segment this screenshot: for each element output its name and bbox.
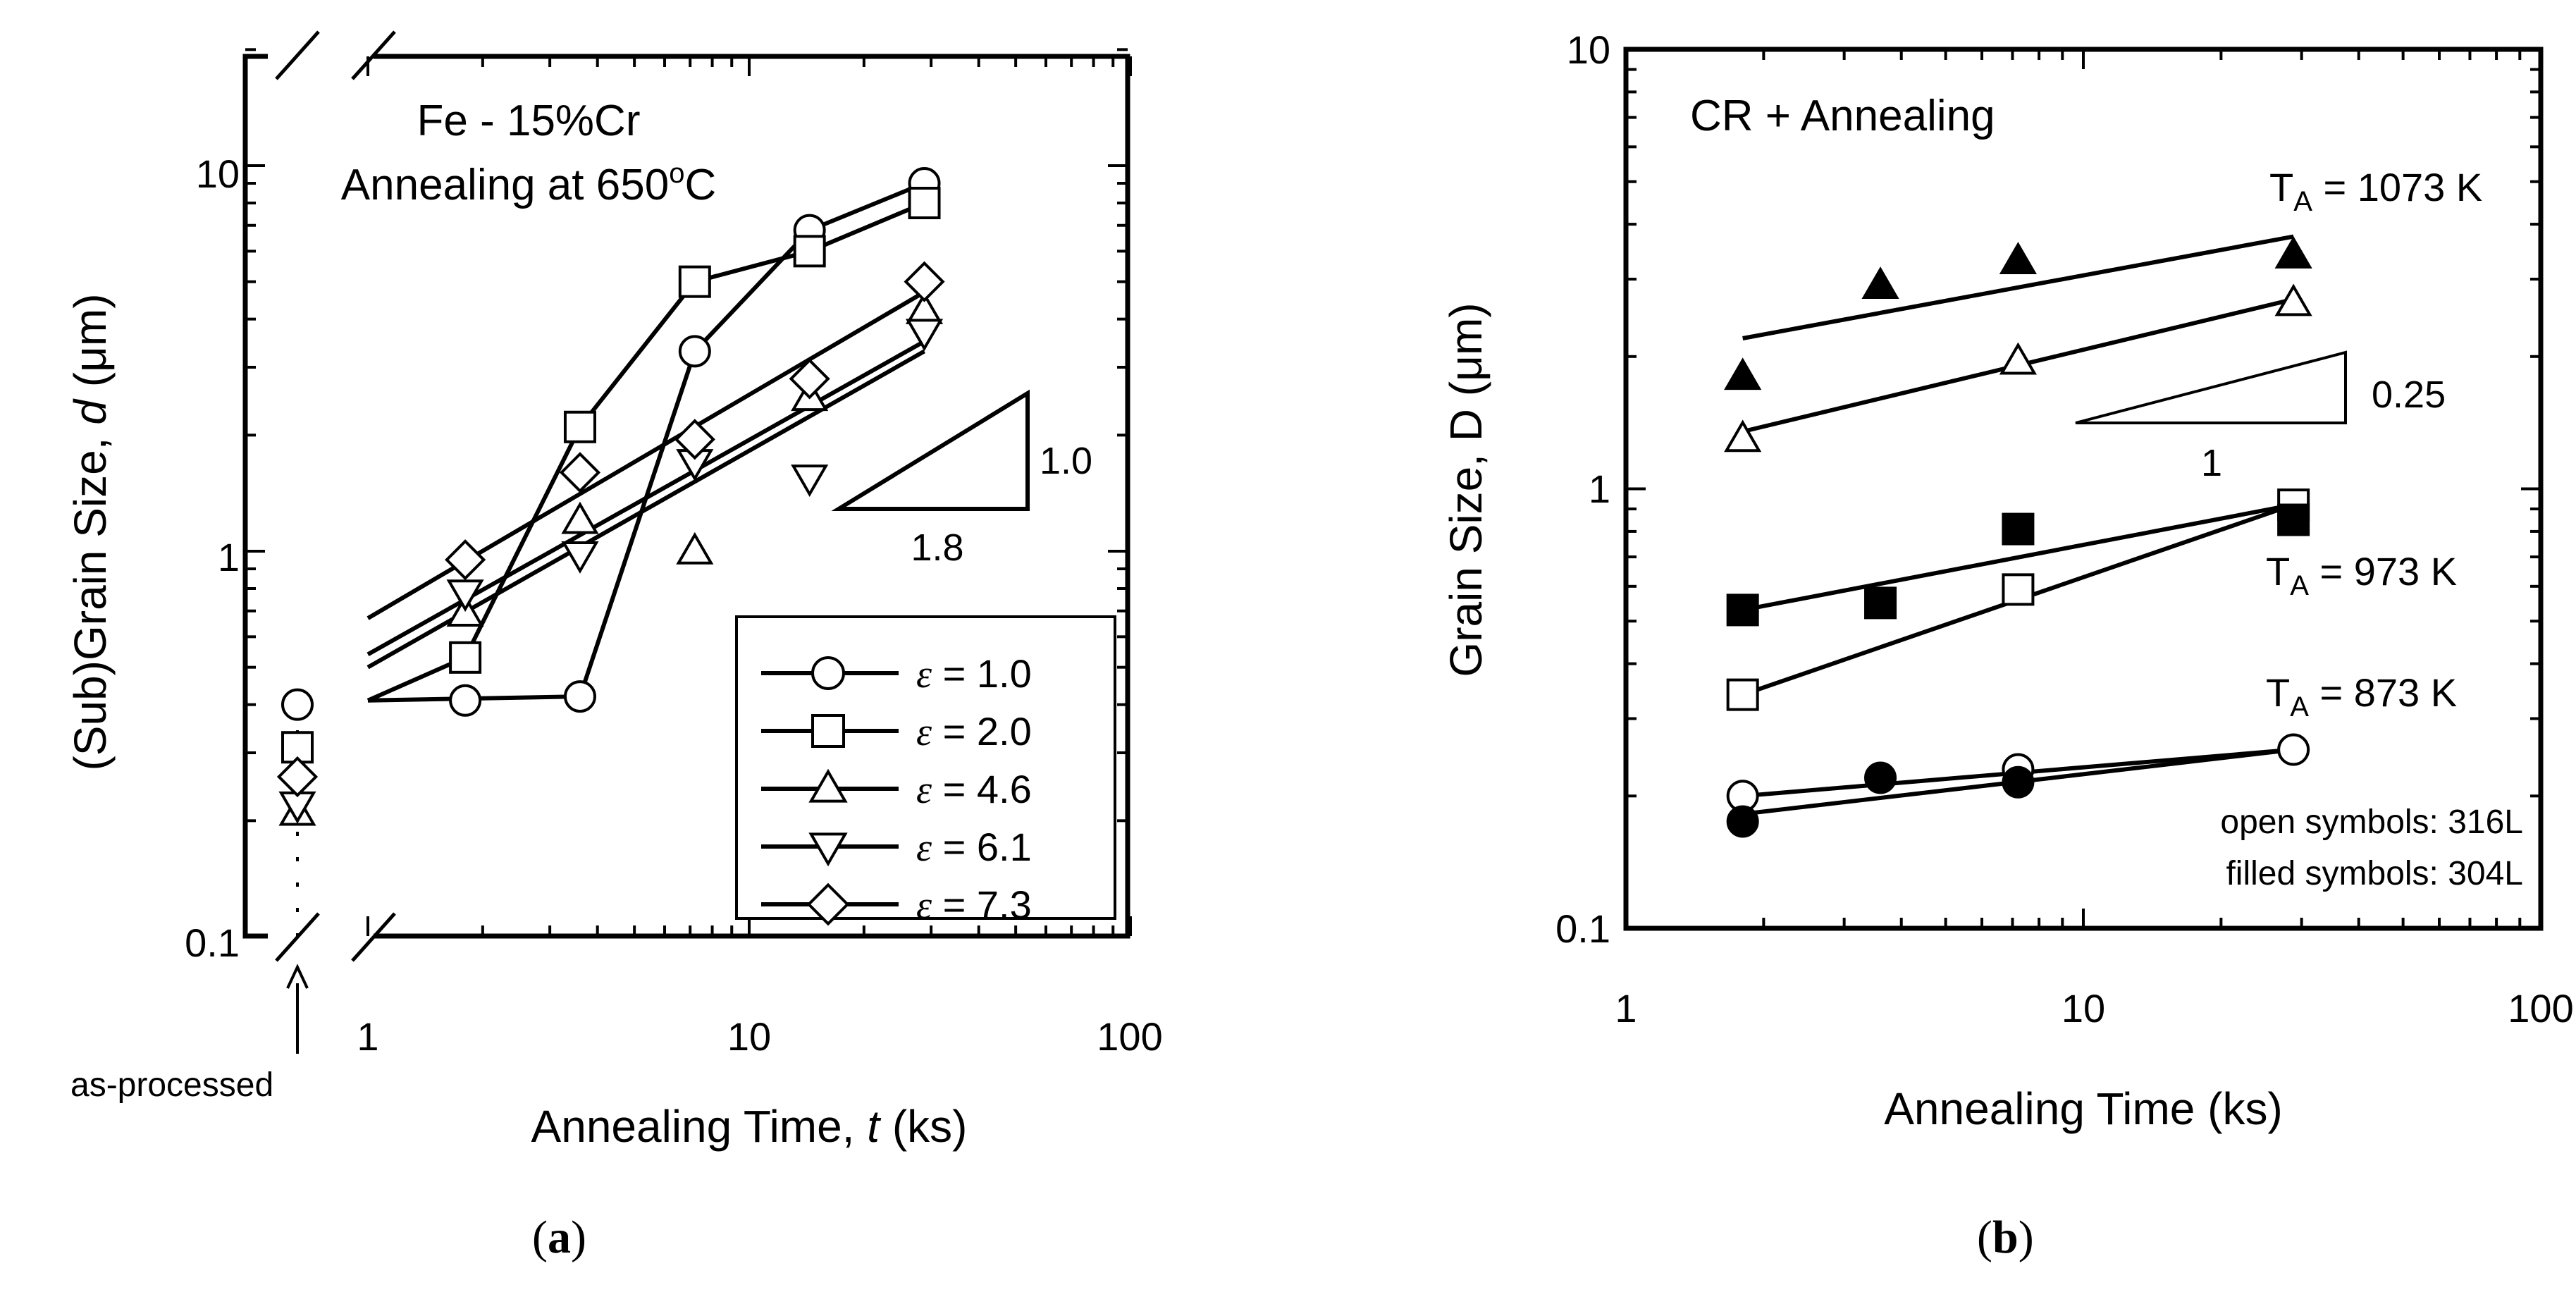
panel-b-point-s1-3 [2274,283,2312,316]
panel-a-point-s5-3 [674,419,715,460]
panel-a-point-s2-3 [678,265,711,298]
panel-a-point-s4-1 [446,579,484,613]
panel-a-series-line-2 [366,201,925,703]
panel-b-point-s2-3 [1999,242,2037,275]
panel-b-chart: 0.1 1 10 1 10 100 Annealing Time (ks) Gr… [1441,27,2574,1134]
panel-a-xtick-label-10: 10 [727,1014,771,1059]
panel-a-legend-marker-2 [811,714,845,748]
panel-b-ticks [1625,48,2542,930]
panel-a-top-break-slash-2 [351,30,396,80]
panel-b-caption: (b) [1977,1212,2034,1263]
panel-b-title: CR + Annealing [1690,92,1995,140]
panel-b-xtick-label-100: 100 [2508,986,2573,1030]
panel-b-xtick-label-1: 1 [1615,986,1637,1030]
panel-a-ticks [245,48,1132,938]
panel-a-legend-entries: ε = 1.0 ε = 2.0 ε = 4.6 ε = 6.1 ε = 7.3 [761,651,1032,928]
panel-a-slope-triangle [831,389,1030,511]
panel-b-xtick-label-10: 10 [2062,986,2105,1030]
panel-b-slope-rise-label: 0.25 [2372,374,2446,416]
panel-b-ytick-label-1: 1 [1589,467,1610,511]
panel-b-point-s5-3 [2277,733,2310,766]
panel-a-point-s1-1 [449,684,482,717]
panel-a-point-s1-2 [563,680,596,713]
panel-a-point-s4-2 [561,541,599,574]
panel-a-bottom-break-slash-2 [351,912,396,962]
panel-a-slope-run-label: 1.8 [911,527,963,569]
panel-a-chart: as-processed 0.1 1 10 1 10 100 Annealing… [65,28,1163,1152]
panel-a-top-break-slash-1 [275,30,320,80]
panel-a-point-s4-5 [905,319,944,352]
panel-a-point-s5-4 [789,358,830,400]
panel-a-title-line-1: Fe - 15%Cr [417,97,641,145]
panel-b-point-s4-2 [1864,586,1897,620]
panel-b-x-axis-title: Annealing Time (ks) [1884,1083,2283,1134]
panel-b-point-s1-2 [1999,342,2037,375]
panel-a-plot-frame [242,54,1130,939]
panel-b-markers [1724,236,2312,838]
panel-b-ytick-label-0.1: 0.1 [1555,906,1610,951]
panel-b-ytick-label-10: 10 [1567,27,1610,72]
panel-a-point-s2-1 [449,641,482,674]
panel-b-label-1073K: TA = 1073 K [2269,165,2482,217]
panel-b-point-s6-3 [2002,765,2035,799]
panel-a-legend [735,615,1116,920]
panel-b-slope-triangle [2075,350,2347,424]
panel-a-point-s4-4 [791,464,829,497]
panel-a-as-processed-point-s5 [276,756,319,798]
panel-a-point-s5-1 [445,539,486,581]
panel-a-legend-label-5: ε = 7.3 [916,882,1032,928]
panel-a-point-s1-3 [678,335,711,368]
panel-b-fit-line-4 [1742,503,2294,613]
panel-a-point-s5-2 [559,452,601,493]
panel-b-point-s2-4 [2274,236,2312,269]
panel-b-fit-line-2 [1742,234,2294,340]
panel-a-caption: (a) [532,1212,586,1263]
panel-a-legend-label-4: ε = 6.1 [916,825,1032,870]
panel-a-title-line-2: Annealing at 650oC [341,158,716,209]
panel-b-point-s4-3 [2002,512,2035,546]
panel-b-point-s4-1 [1726,593,1759,627]
panel-b-label-973K: TA = 973 K [2266,549,2457,601]
panel-a-point-s2-4 [793,235,826,268]
panel-b-point-s4-4 [2277,503,2310,536]
panel-a-point-s5-5 [904,261,945,302]
panel-a-series-line-4 [366,339,925,657]
panel-a-x-axis-title: Annealing Time, t (ks) [531,1101,968,1152]
panel-a-legend-label-1: ε = 1.0 [916,651,1032,696]
panel-b-point-s6-2 [1864,761,1897,794]
panel-a-as-processed-point-s1 [281,688,314,721]
panel-a-point-s3-2 [561,501,599,534]
panel-a-legend-marker-3 [808,768,848,803]
panel-b-point-s2-2 [1861,266,1899,299]
panel-a-legend-marker-4 [808,832,848,867]
panel-a-ytick-label-10: 10 [196,152,240,196]
panel-b-y-axis-title: Grain Size, D (μm) [1441,302,1491,677]
panel-a-point-s2-5 [908,187,941,220]
panel-a-y-axis-title: (Sub)Grain Size, d (μm) [65,293,116,770]
panel-a-legend-label-3: ε = 4.6 [916,767,1032,812]
panel-a-slope-rise-label: 1.0 [1040,440,1092,482]
panel-a-ytick-label-1: 1 [218,535,240,579]
panel-a-xtick-label-100: 100 [1097,1014,1162,1059]
panel-a-point-s3-3 [676,531,714,565]
panel-a-markers [276,167,945,826]
panel-b-point-s3-1 [1726,678,1759,711]
panel-a-legend-label-2: ε = 2.0 [916,709,1032,754]
panel-b-point-s2-1 [1724,357,1762,390]
panel-a-point-s2-2 [563,410,596,443]
panel-a-legend-marker-1 [811,656,845,690]
panel-b-note-open-symbols: open symbols: 316L [2220,804,2523,841]
panel-b-point-s6-1 [1726,805,1759,838]
panel-a-as-processed-arrowhead [286,964,309,989]
panel-b-point-s1-1 [1724,419,1762,453]
panel-b-slope-run-label: 1 [2201,442,2222,484]
panel-b-point-s3-2 [2002,573,2035,606]
panel-b-note-filled-symbols: filled symbols: 304L [2226,855,2523,892]
panel-a-ytick-label-0.1: 0.1 [185,921,240,965]
panel-a-xtick-label-1: 1 [357,1014,378,1059]
panel-a-as-processed-label: as-processed [70,1066,273,1104]
panel-b-label-873K: TA = 873 K [2266,670,2457,722]
panel-a-legend-marker-5 [806,882,850,926]
